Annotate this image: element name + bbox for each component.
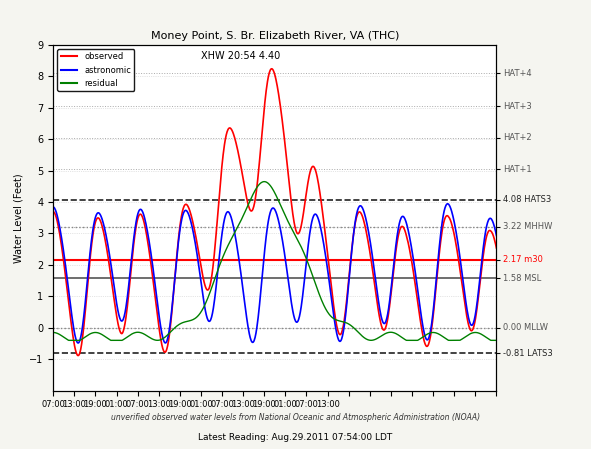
Text: XHW 20:54 4.40: XHW 20:54 4.40	[201, 51, 280, 62]
Text: HAT+2: HAT+2	[504, 133, 532, 142]
Legend: observed, astronomic, residual: observed, astronomic, residual	[57, 49, 134, 91]
Text: unverified observed water levels from National Oceanic and Atmospheric Administr: unverified observed water levels from Na…	[111, 413, 480, 422]
Text: -0.81 LATS3: -0.81 LATS3	[504, 349, 553, 358]
Text: 4.08 HATS3: 4.08 HATS3	[504, 195, 551, 204]
Title: Money Point, S. Br. Elizabeth River, VA (THC): Money Point, S. Br. Elizabeth River, VA …	[151, 31, 399, 41]
Text: 3.22 MHHW: 3.22 MHHW	[504, 222, 553, 231]
Text: HAT+1: HAT+1	[504, 164, 532, 174]
Y-axis label: Water Level (Feet): Water Level (Feet)	[14, 173, 24, 263]
Text: 2.17 m30: 2.17 m30	[504, 255, 543, 264]
Text: HAT+3: HAT+3	[504, 101, 532, 111]
Text: 0.00 MLLW: 0.00 MLLW	[504, 323, 548, 332]
Text: HAT+4: HAT+4	[504, 69, 532, 78]
Text: Latest Reading: Aug.29.2011 07:54:00 LDT: Latest Reading: Aug.29.2011 07:54:00 LDT	[199, 433, 392, 442]
Text: 1.58 MSL: 1.58 MSL	[504, 273, 541, 282]
